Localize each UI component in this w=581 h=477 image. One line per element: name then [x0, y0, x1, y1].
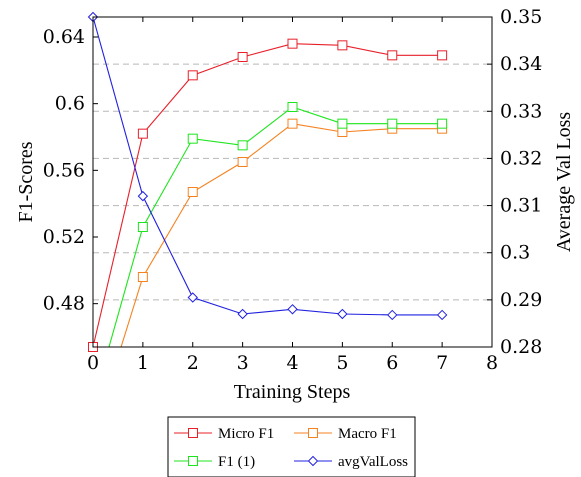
tick-marks — [92, 16, 493, 348]
x-axis-title: Training Steps — [234, 381, 351, 403]
y-axis-right-title: Average Val Loss — [553, 112, 575, 253]
x-tick-label: 8 — [486, 352, 498, 374]
data-point-micro-f1 — [387, 50, 398, 61]
data-point-f1-1 — [237, 140, 248, 151]
legend: Micro F1 Macro F1 F1 (1) avgValLoss — [167, 416, 416, 477]
data-point-macro-f1 — [137, 272, 148, 282]
markers-layer — [87, 11, 448, 352]
data-point-f1-1 — [437, 118, 448, 129]
legend-marker-f1-1 — [188, 456, 198, 466]
data-point-micro-f1 — [337, 40, 348, 51]
data-point-f1-1 — [187, 133, 198, 144]
data-point-avgvalloss — [137, 190, 149, 202]
data-point-f1-1 — [137, 222, 148, 232]
data-point-macro-f1 — [187, 187, 198, 197]
tick-labels: 0.28 0.29 0.3 0.31 0.32 0.33 0.34 0.35 0.48 0.52 0… — [43, 6, 543, 374]
legend-marker-avgvalloss — [307, 455, 319, 467]
y-right-tick-label: 0.34 — [500, 53, 542, 75]
y-axis-left-title: F1-Scores — [15, 141, 37, 222]
y-right-tick-label: 0.3 — [500, 242, 530, 264]
grid-lines — [93, 63, 492, 301]
y-right-tick-label: 0.35 — [500, 6, 542, 28]
legend-box — [167, 416, 416, 477]
x-tick-label: 4 — [286, 352, 298, 374]
x-tick-label: 3 — [237, 352, 249, 374]
legend-label-micro-f1: Micro F1 — [218, 426, 274, 442]
y-right-tick-label: 0.31 — [500, 195, 542, 217]
y-right-tick-label: 0.29 — [500, 289, 542, 311]
data-point-micro-f1 — [437, 50, 448, 61]
data-point-f1-1 — [337, 118, 348, 129]
y-right-tick-label: 0.33 — [500, 100, 542, 122]
data-point-micro-f1 — [237, 52, 248, 62]
data-point-micro-f1 — [187, 70, 198, 81]
x-tick-label: 2 — [187, 352, 199, 374]
y-left-tick-label: 0.64 — [43, 26, 85, 48]
legend-label-f1-1: F1 (1) — [218, 454, 255, 470]
data-point-avgvalloss — [436, 309, 448, 321]
series-line-macro-f1 — [120, 123, 443, 347]
data-point-avgvalloss — [237, 308, 248, 320]
data-point-micro-f1 — [137, 128, 148, 139]
data-point-avgvalloss — [287, 304, 298, 315]
data-point-avgvalloss — [337, 308, 348, 320]
x-tick-label: 7 — [436, 352, 448, 374]
x-tick-label: 0 — [87, 352, 99, 374]
data-point-f1-1 — [387, 118, 398, 129]
series-line-avgvalloss — [93, 17, 443, 316]
data-point-avgvalloss — [187, 292, 198, 303]
legend-label-macro-f1: Macro F1 — [338, 426, 397, 442]
series-line-micro-f1 — [93, 43, 443, 347]
data-point-macro-f1 — [287, 118, 298, 129]
x-tick-label: 1 — [137, 352, 149, 374]
x-tick-label: 6 — [386, 352, 398, 374]
plot-frame — [92, 16, 493, 348]
data-point-macro-f1 — [237, 157, 248, 167]
y-left-tick-label: 0.6 — [55, 93, 85, 115]
series-layer — [93, 17, 443, 347]
data-point-f1-1 — [287, 102, 298, 112]
x-tick-label: 5 — [336, 352, 348, 374]
y-right-tick-label: 0.32 — [500, 147, 542, 169]
legend-label-avgvalloss: avgValLoss — [338, 454, 408, 470]
y-left-tick-label: 0.48 — [43, 293, 85, 315]
data-point-macro-f1 — [337, 127, 348, 137]
data-point-micro-f1 — [287, 38, 298, 49]
y-right-tick-label: 0.28 — [500, 336, 542, 358]
legend-marker-micro-f1 — [188, 428, 198, 438]
legend-marker-macro-f1 — [308, 428, 318, 438]
data-point-avgvalloss — [387, 309, 398, 321]
y-left-tick-label: 0.56 — [43, 159, 85, 181]
y-left-tick-label: 0.52 — [43, 226, 85, 248]
